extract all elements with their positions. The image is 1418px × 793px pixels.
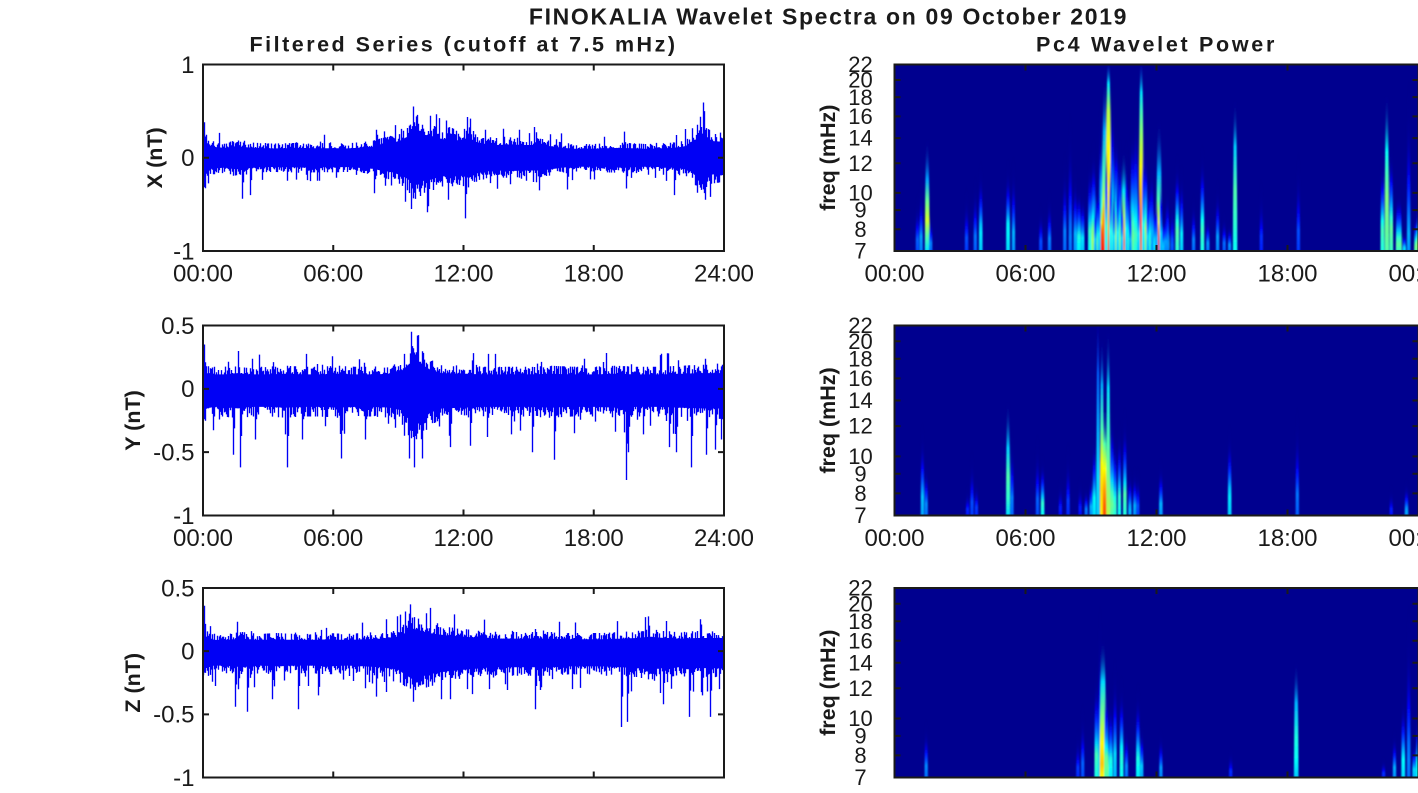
svg-text:22: 22: [848, 576, 872, 601]
svg-text:14: 14: [848, 650, 872, 675]
svg-text:Filtered Series (cutoff at 7.5: Filtered Series (cutoff at 7.5 mHz): [250, 33, 678, 57]
svg-text:-1: -1: [173, 503, 194, 530]
svg-text:-1: -1: [173, 765, 194, 788]
svg-text:FINOKALIA Wavelet Spectra on 0: FINOKALIA Wavelet Spectra on 09 October …: [529, 4, 1128, 30]
svg-text:-0.5: -0.5: [153, 702, 194, 729]
svg-text:10: 10: [848, 181, 872, 206]
svg-text:freq (mHz): freq (mHz): [816, 367, 840, 473]
svg-text:12:00: 12:00: [1126, 260, 1186, 287]
svg-text:12:00: 12:00: [433, 525, 493, 552]
svg-text:22: 22: [848, 313, 872, 338]
svg-text:10: 10: [848, 444, 872, 469]
svg-text:Pc4 Wavelet Power: Pc4 Wavelet Power: [1036, 33, 1277, 57]
svg-text:00:00: 00:00: [1388, 260, 1418, 287]
svg-text:Y (nT): Y (nT): [121, 390, 145, 451]
svg-text:00:00: 00:00: [864, 260, 924, 287]
svg-text:24:00: 24:00: [694, 260, 754, 287]
svg-text:0: 0: [181, 376, 194, 403]
svg-text:22: 22: [848, 52, 872, 77]
svg-text:14: 14: [848, 388, 872, 413]
svg-text:1: 1: [181, 52, 194, 79]
svg-text:12:00: 12:00: [433, 260, 493, 287]
svg-text:00:00: 00:00: [864, 525, 924, 552]
svg-text:12:00: 12:00: [1126, 525, 1186, 552]
svg-text:06:00: 06:00: [995, 525, 1055, 552]
svg-text:18:00: 18:00: [564, 525, 624, 552]
svg-text:14: 14: [848, 126, 872, 151]
svg-text:-1: -1: [173, 238, 194, 265]
svg-text:freq (mHz): freq (mHz): [816, 630, 840, 736]
svg-text:freq (mHz): freq (mHz): [816, 105, 840, 211]
svg-text:7: 7: [854, 239, 866, 264]
svg-text:18:00: 18:00: [1257, 260, 1317, 287]
svg-text:12: 12: [848, 414, 872, 439]
svg-text:18:00: 18:00: [1257, 525, 1317, 552]
svg-text:0.5: 0.5: [161, 575, 194, 602]
svg-text:12: 12: [848, 151, 872, 176]
svg-text:Z (nT): Z (nT): [121, 653, 145, 713]
svg-text:0: 0: [181, 638, 194, 665]
svg-text:06:00: 06:00: [303, 260, 363, 287]
svg-text:0.5: 0.5: [161, 313, 194, 340]
svg-text:10: 10: [848, 706, 872, 731]
svg-text:24:00: 24:00: [694, 525, 754, 552]
svg-text:12: 12: [848, 676, 872, 701]
svg-text:X (nT): X (nT): [143, 127, 167, 188]
svg-text:18:00: 18:00: [564, 260, 624, 287]
svg-text:06:00: 06:00: [303, 525, 363, 552]
svg-text:7: 7: [854, 765, 866, 788]
svg-text:-0.5: -0.5: [153, 439, 194, 466]
svg-text:06:00: 06:00: [995, 260, 1055, 287]
svg-text:7: 7: [854, 503, 866, 528]
svg-text:00:00: 00:00: [1388, 525, 1418, 552]
svg-text:0: 0: [181, 145, 194, 172]
